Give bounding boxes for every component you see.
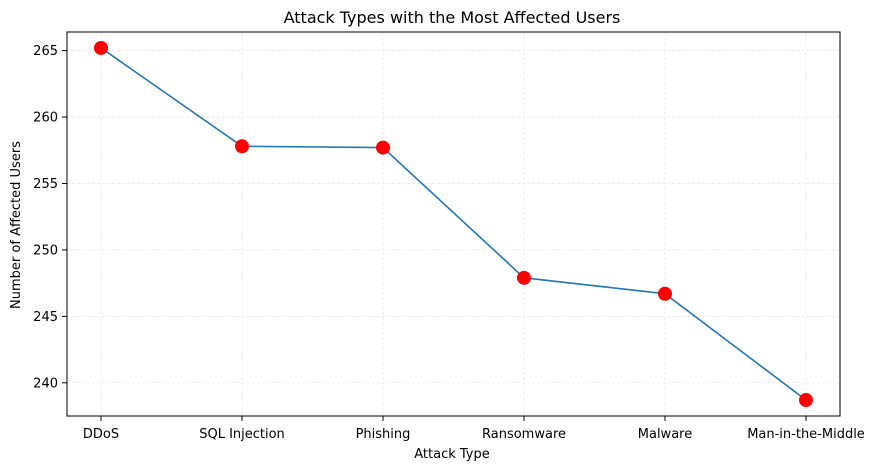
x-tick-label: Malware [638,427,692,442]
data-point [376,140,390,155]
y-tick-label: 250 [33,243,58,258]
x-axis-label: Attack Type [414,447,490,462]
grid-lines [67,32,840,416]
y-tick-label: 245 [33,310,58,325]
plot-frame [66,31,841,417]
x-tick-label: DDoS [83,427,119,442]
x-tick-label: Man-in-the-Middle [747,427,865,442]
ticks: DDoS SQL Injection Phishing Ransomware Malwa… [33,44,865,442]
x-tick-label: Phishing [356,427,411,442]
data-point [517,270,531,285]
data-point [658,286,672,301]
y-tick-label: 240 [33,376,58,391]
x-tick-label: Ransomware [482,427,566,442]
data-point [799,393,813,408]
series-line [100,47,807,401]
y-tick-label: 260 [33,111,58,126]
series [94,40,813,408]
y-tick-label: 255 [33,177,58,192]
axes [66,31,841,417]
x-tick-label: SQL Injection [199,427,285,442]
chart-title: Attack Types with the Most Affected User… [284,8,621,27]
data-point [94,40,108,55]
data-point [235,139,249,154]
y-axis-label: Number of Affected Users [9,141,24,309]
y-tick-label: 265 [33,44,58,59]
